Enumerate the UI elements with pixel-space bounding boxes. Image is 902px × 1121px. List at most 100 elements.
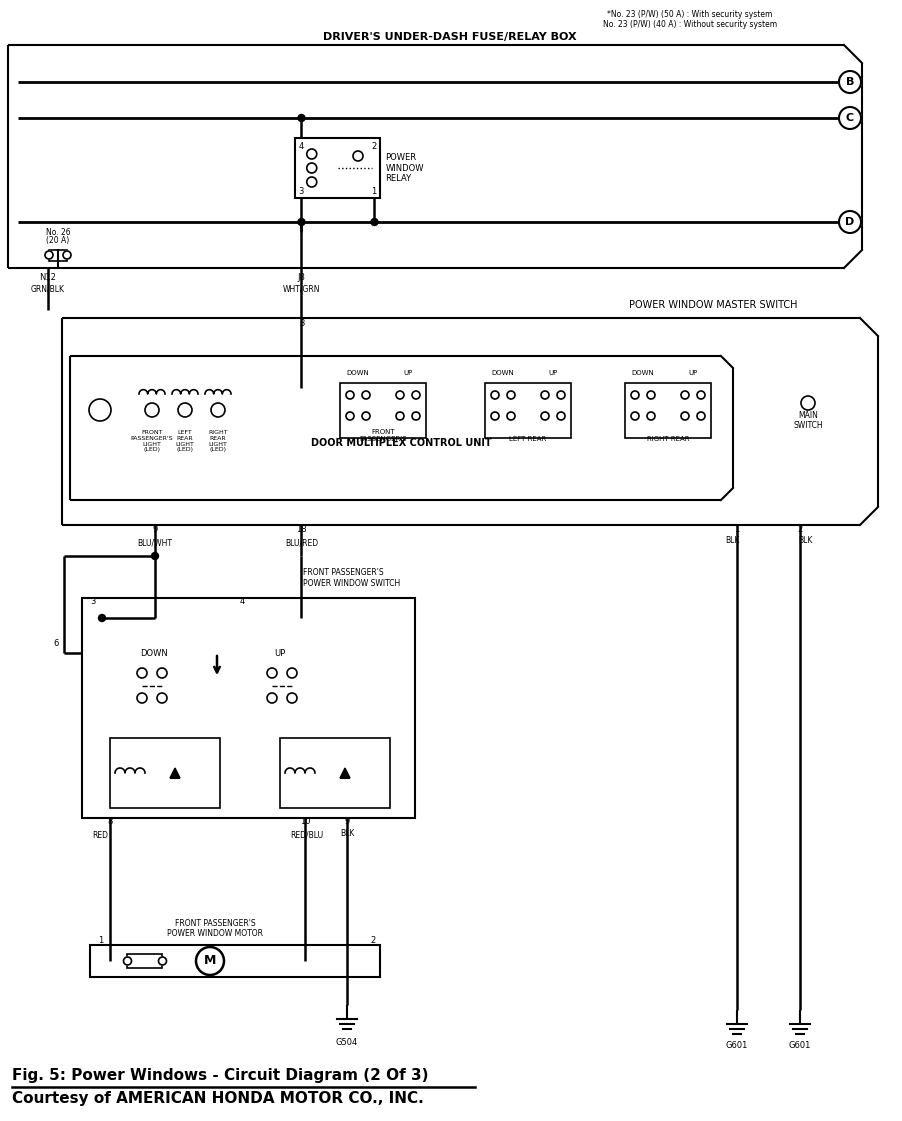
Circle shape	[491, 413, 499, 420]
Text: J8: J8	[298, 274, 305, 282]
Circle shape	[411, 413, 419, 420]
Text: 3: 3	[299, 319, 304, 328]
Text: A: A	[96, 405, 105, 415]
Text: *No. 23 (P/W) (50 A) : With security system: *No. 23 (P/W) (50 A) : With security sys…	[607, 9, 772, 19]
Text: 2: 2	[371, 142, 376, 151]
Bar	[340, 383, 426, 438]
Text: 2: 2	[796, 525, 802, 534]
Circle shape	[396, 413, 403, 420]
Text: FRONT PASSENGER'S: FRONT PASSENGER'S	[303, 568, 383, 577]
Text: G601: G601	[725, 1041, 748, 1050]
Bar	[90, 945, 380, 978]
Text: LEFT REAR: LEFT REAR	[509, 436, 546, 442]
Text: No. 23 (P/W) (40 A) : Without security system: No. 23 (P/W) (40 A) : Without security s…	[603, 19, 777, 28]
Text: POWER WINDOW MOTOR: POWER WINDOW MOTOR	[167, 929, 262, 938]
Circle shape	[178, 404, 192, 417]
Text: 3: 3	[90, 597, 96, 606]
Bar	[82, 597, 415, 818]
Circle shape	[152, 553, 159, 559]
Text: POWER WINDOW SWITCH: POWER WINDOW SWITCH	[303, 580, 400, 589]
Text: 1: 1	[733, 525, 739, 534]
Circle shape	[307, 149, 317, 159]
Text: 4: 4	[299, 142, 303, 151]
Circle shape	[396, 391, 403, 399]
Circle shape	[267, 693, 277, 703]
Circle shape	[157, 693, 167, 703]
Text: 8: 8	[107, 817, 113, 826]
Circle shape	[557, 391, 565, 399]
Text: (20 A): (20 A)	[46, 237, 69, 245]
Polygon shape	[170, 768, 179, 778]
Circle shape	[647, 391, 654, 399]
Circle shape	[630, 391, 639, 399]
Circle shape	[630, 413, 639, 420]
Text: UP: UP	[403, 370, 412, 376]
Circle shape	[506, 391, 514, 399]
Circle shape	[307, 163, 317, 173]
Circle shape	[506, 413, 514, 420]
Circle shape	[159, 957, 166, 965]
Text: DOWN: DOWN	[140, 649, 168, 658]
Circle shape	[838, 71, 860, 93]
Text: BLK: BLK	[797, 536, 811, 545]
Circle shape	[145, 404, 159, 417]
Bar	[624, 383, 710, 438]
Circle shape	[540, 391, 548, 399]
Circle shape	[647, 413, 654, 420]
Circle shape	[211, 404, 225, 417]
Text: LEFT
REAR
LIGHT
(LED): LEFT REAR LIGHT (LED)	[175, 430, 194, 453]
Circle shape	[557, 413, 565, 420]
Text: BLU/RED: BLU/RED	[285, 538, 318, 547]
Bar	[49, 250, 67, 260]
Circle shape	[45, 251, 53, 259]
Circle shape	[298, 114, 305, 121]
Circle shape	[307, 177, 317, 187]
Text: Fig. 5: Power Windows - Circuit Diagram (2 Of 3): Fig. 5: Power Windows - Circuit Diagram …	[12, 1068, 428, 1083]
Circle shape	[838, 106, 860, 129]
Circle shape	[345, 413, 354, 420]
Text: 9: 9	[344, 817, 349, 826]
Text: 2: 2	[370, 936, 375, 945]
Text: B: B	[845, 77, 853, 87]
Text: 1: 1	[371, 187, 376, 196]
Text: DOWN: DOWN	[491, 370, 514, 376]
Circle shape	[98, 614, 106, 621]
Text: D: D	[844, 217, 853, 226]
Circle shape	[137, 693, 147, 703]
Circle shape	[362, 413, 370, 420]
Text: POWER
WINDOW
RELAY: POWER WINDOW RELAY	[385, 154, 424, 183]
Text: No. 26: No. 26	[46, 228, 70, 237]
Circle shape	[800, 396, 815, 410]
Bar	[280, 738, 390, 808]
Circle shape	[696, 391, 704, 399]
Text: BLU/WHT: BLU/WHT	[137, 538, 172, 547]
Text: DOOR MULTIPLEX CONTROL UNIT: DOOR MULTIPLEX CONTROL UNIT	[311, 438, 492, 448]
Circle shape	[353, 151, 363, 161]
Circle shape	[491, 391, 499, 399]
Text: WHT/GRN: WHT/GRN	[282, 284, 320, 293]
Text: RIGHT
REAR
LIGHT
(LED): RIGHT REAR LIGHT (LED)	[208, 430, 227, 453]
Text: RED: RED	[92, 831, 108, 840]
Text: 6: 6	[53, 639, 59, 648]
Circle shape	[371, 219, 378, 225]
Text: Courtesy of AMERICAN HONDA MOTOR CO., INC.: Courtesy of AMERICAN HONDA MOTOR CO., IN…	[12, 1091, 423, 1106]
Circle shape	[540, 413, 548, 420]
Circle shape	[157, 668, 167, 678]
Text: 10: 10	[299, 817, 310, 826]
Text: G601: G601	[788, 1041, 810, 1050]
Text: 9: 9	[152, 525, 158, 534]
Circle shape	[362, 391, 370, 399]
Text: 3: 3	[299, 187, 304, 196]
Text: FRONT
PASSENGER'S: FRONT PASSENGER'S	[359, 429, 406, 442]
Circle shape	[137, 668, 147, 678]
Bar	[110, 738, 220, 808]
Text: BLK: BLK	[724, 536, 739, 545]
Text: BLK: BLK	[339, 830, 354, 839]
Text: FRONT
PASSENGER'S
LIGHT
(LED): FRONT PASSENGER'S LIGHT (LED)	[131, 430, 173, 453]
Text: RED/BLU: RED/BLU	[290, 831, 323, 840]
Bar	[295, 138, 380, 198]
Text: C: C	[845, 113, 853, 123]
Circle shape	[196, 947, 224, 975]
Text: DOWN: DOWN	[630, 370, 654, 376]
Circle shape	[838, 211, 860, 233]
